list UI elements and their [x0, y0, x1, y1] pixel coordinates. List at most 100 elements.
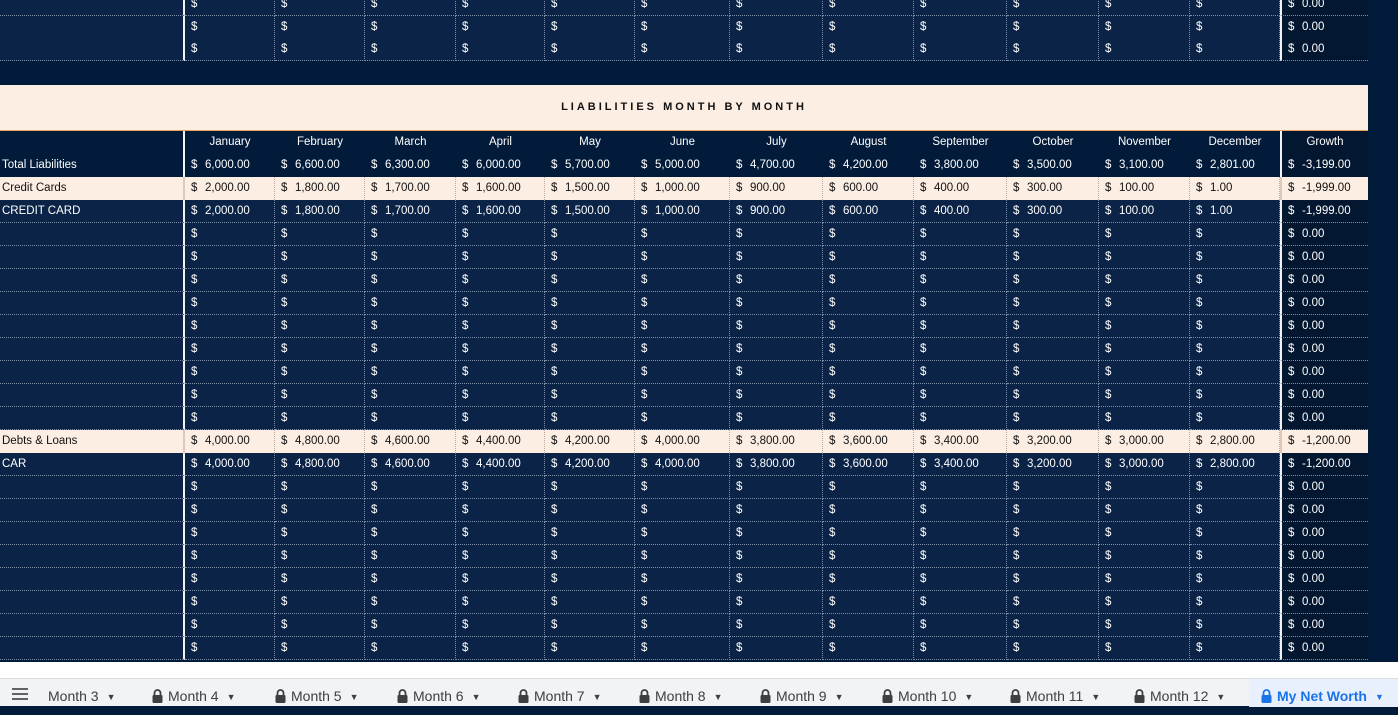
growth-cell[interactable]: $0.00 [1280, 614, 1368, 637]
month-value-cell[interactable]: $ [1007, 407, 1099, 430]
month-value-cell[interactable]: $ [185, 499, 275, 522]
month-value-cell[interactable]: $ [185, 384, 275, 407]
month-value-cell[interactable]: $ [456, 568, 545, 591]
growth-cell[interactable]: $0.00 [1280, 38, 1368, 61]
month-value-cell[interactable]: $3,800.00 [914, 154, 1007, 177]
month-value-cell[interactable]: $ [365, 568, 456, 591]
row-label-cell[interactable]: Total Liabilities [0, 154, 185, 177]
month-value-cell[interactable]: $ [1190, 223, 1280, 246]
growth-cell[interactable]: $0.00 [1280, 522, 1368, 545]
growth-cell[interactable]: $ -3,199.00 [1280, 154, 1368, 177]
month-value-cell[interactable]: $ [1099, 246, 1190, 269]
sheet-tab[interactable]: Month 6 ▼ [397, 679, 481, 707]
month-value-cell[interactable]: $ [823, 545, 914, 568]
month-value-cell[interactable]: $4,000.00 [635, 453, 730, 476]
month-value-cell[interactable]: $ [545, 269, 635, 292]
month-value-cell[interactable]: $ [730, 407, 823, 430]
month-value-cell[interactable]: $ [823, 591, 914, 614]
month-value-cell[interactable]: $3,000.00 [1099, 453, 1190, 476]
month-value-cell[interactable]: $ [730, 476, 823, 499]
month-value-cell[interactable]: $ [914, 338, 1007, 361]
month-value-cell[interactable]: $ [545, 499, 635, 522]
all-sheets-menu-icon[interactable] [12, 688, 28, 700]
growth-cell[interactable]: $ -1,200.00 [1280, 430, 1368, 453]
month-value-cell[interactable]: $3,600.00 [823, 430, 914, 453]
month-value-cell[interactable]: $2,000.00 [185, 200, 275, 223]
month-value-cell[interactable]: $ [1190, 476, 1280, 499]
month-value-cell[interactable]: $4,200.00 [545, 453, 635, 476]
month-value-cell[interactable]: $ [545, 591, 635, 614]
month-value-cell[interactable]: $ [823, 522, 914, 545]
month-value-cell[interactable]: $ [1099, 0, 1190, 16]
month-value-cell[interactable]: $3,800.00 [730, 430, 823, 453]
month-value-cell[interactable]: $ [1099, 38, 1190, 61]
month-value-cell[interactable]: $ [185, 545, 275, 568]
row-label-cell[interactable] [0, 361, 185, 384]
month-value-cell[interactable]: $600.00 [823, 177, 914, 200]
month-value-cell[interactable]: $3,800.00 [730, 453, 823, 476]
month-value-cell[interactable]: $ [635, 522, 730, 545]
month-value-cell[interactable]: $ [914, 16, 1007, 39]
month-value-cell[interactable]: $ [635, 223, 730, 246]
month-value-cell[interactable]: $4,000.00 [185, 430, 275, 453]
sheet-tab[interactable]: Month 10 ▼ [882, 679, 973, 707]
month-value-cell[interactable]: $ [275, 338, 365, 361]
month-value-cell[interactable]: $900.00 [730, 200, 823, 223]
month-value-cell[interactable]: $ [365, 522, 456, 545]
month-value-cell[interactable]: $300.00 [1007, 177, 1099, 200]
month-value-cell[interactable]: $ [730, 38, 823, 61]
month-value-cell[interactable]: $ [1099, 476, 1190, 499]
month-value-cell[interactable]: $ [1007, 315, 1099, 338]
month-value-cell[interactable]: $ [545, 384, 635, 407]
month-value-cell[interactable]: $ [1099, 361, 1190, 384]
month-value-cell[interactable]: $ [456, 292, 545, 315]
month-value-cell[interactable]: $2,800.00 [1190, 453, 1280, 476]
month-value-cell[interactable]: $ [185, 614, 275, 637]
growth-cell[interactable]: $ -1,200.00 [1280, 453, 1368, 476]
month-value-cell[interactable]: $ [365, 0, 456, 16]
chevron-down-icon[interactable]: ▼ [592, 692, 602, 702]
month-value-cell[interactable]: $ [914, 614, 1007, 637]
month-value-cell[interactable]: $ [730, 269, 823, 292]
month-value-cell[interactable]: $ [365, 476, 456, 499]
month-value-cell[interactable]: $ [1099, 499, 1190, 522]
month-value-cell[interactable]: $1,800.00 [275, 200, 365, 223]
month-value-cell[interactable]: $ [365, 545, 456, 568]
month-value-cell[interactable]: $ [730, 246, 823, 269]
month-value-cell[interactable]: $ [1007, 476, 1099, 499]
month-value-cell[interactable]: $ [1190, 0, 1280, 16]
month-value-cell[interactable]: $ [275, 246, 365, 269]
month-value-cell[interactable]: $ [635, 38, 730, 61]
chevron-down-icon[interactable]: ▼ [964, 692, 974, 702]
month-value-cell[interactable]: $ [545, 338, 635, 361]
row-label-cell[interactable] [0, 292, 185, 315]
month-value-cell[interactable]: $1.00 [1190, 200, 1280, 223]
month-value-cell[interactable]: $4,400.00 [456, 453, 545, 476]
chevron-down-icon[interactable]: ▼ [471, 692, 481, 702]
month-value-cell[interactable]: $ [914, 223, 1007, 246]
month-value-cell[interactable]: $ [185, 522, 275, 545]
month-value-cell[interactable]: $3,400.00 [914, 453, 1007, 476]
month-value-cell[interactable]: $5,700.00 [545, 154, 635, 177]
month-value-cell[interactable]: $ [1007, 223, 1099, 246]
month-value-cell[interactable]: $ [456, 476, 545, 499]
month-value-cell[interactable]: $5,000.00 [635, 154, 730, 177]
month-value-cell[interactable]: $ [635, 476, 730, 499]
month-value-cell[interactable]: $ [635, 292, 730, 315]
chevron-down-icon[interactable]: ▼ [1374, 692, 1384, 702]
growth-cell[interactable]: $0.00 [1280, 499, 1368, 522]
month-value-cell[interactable]: $100.00 [1099, 200, 1190, 223]
month-value-cell[interactable]: $ [456, 384, 545, 407]
month-value-cell[interactable]: $ [635, 545, 730, 568]
growth-cell[interactable]: $ -1,999.00 [1280, 200, 1368, 223]
month-value-cell[interactable]: $ [365, 223, 456, 246]
month-value-cell[interactable]: $ [730, 384, 823, 407]
month-value-cell[interactable]: $ [1007, 292, 1099, 315]
month-value-cell[interactable]: $ [823, 614, 914, 637]
month-value-cell[interactable]: $ [1007, 591, 1099, 614]
month-value-cell[interactable]: $ [1007, 545, 1099, 568]
row-label-cell[interactable] [0, 315, 185, 338]
month-value-cell[interactable]: $1,600.00 [456, 200, 545, 223]
month-value-cell[interactable]: $6,300.00 [365, 154, 456, 177]
month-value-cell[interactable]: $ [914, 545, 1007, 568]
